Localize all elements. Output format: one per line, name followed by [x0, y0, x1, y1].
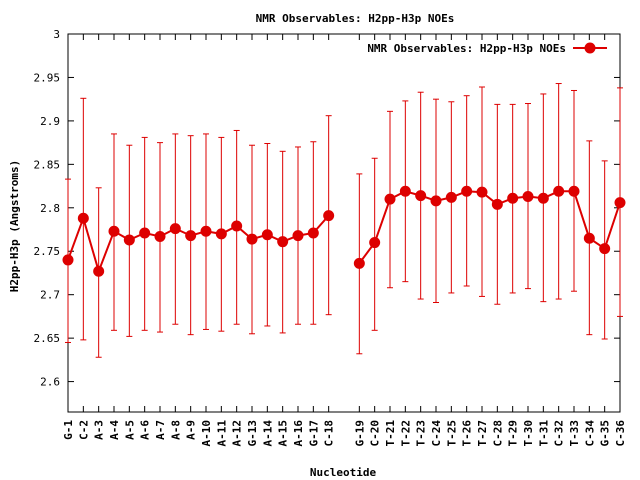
data-point	[353, 257, 365, 269]
data-point	[369, 237, 381, 249]
data-point	[522, 190, 534, 202]
data-point	[537, 192, 549, 204]
data-point	[461, 185, 473, 197]
y-tick-label: 2.65	[34, 332, 61, 345]
x-tick-label: T-33	[568, 420, 581, 447]
data-point	[399, 185, 411, 197]
data-point	[415, 190, 427, 202]
y-tick-label: 2.6	[40, 376, 60, 389]
data-point	[231, 220, 243, 232]
data-point	[384, 193, 396, 205]
legend: NMR Observables: H2pp-H3p NOEs	[367, 42, 607, 55]
data-point	[599, 243, 611, 255]
x-tick-label: C-24	[430, 420, 443, 447]
x-tick-label: C-2	[77, 420, 90, 440]
data-point	[553, 185, 565, 197]
data-point	[614, 197, 626, 209]
y-tick-label: 2.95	[34, 71, 61, 84]
data-point	[568, 185, 580, 197]
x-tick-label: C-32	[553, 420, 566, 447]
data-point	[323, 210, 335, 222]
data-point	[277, 236, 289, 248]
x-tick-label: C-18	[323, 420, 336, 447]
x-tick-label: T-29	[507, 420, 520, 447]
x-tick-label: T-22	[399, 420, 412, 447]
data-point	[200, 225, 212, 237]
data-point	[62, 254, 74, 266]
x-tick-label: T-25	[445, 420, 458, 447]
x-tick-label: A-12	[231, 420, 244, 447]
x-tick-label: G-19	[353, 420, 366, 447]
y-tick-label: 2.75	[34, 245, 61, 258]
x-tick-label: A-10	[200, 420, 213, 447]
x-tick-label: A-14	[261, 420, 274, 447]
y-tick-label: 2.85	[34, 158, 61, 171]
x-tick-label: G-35	[599, 420, 612, 447]
data-point	[246, 233, 258, 245]
x-tick-label: A-3	[93, 420, 106, 440]
x-tick-label: T-31	[537, 420, 550, 447]
data-point	[108, 225, 120, 237]
legend-entry-label: NMR Observables: H2pp-H3p NOEs	[367, 42, 566, 55]
x-tick-label: C-20	[369, 420, 382, 447]
x-tick-label: G-17	[307, 420, 320, 447]
x-tick-label: C-34	[583, 420, 596, 447]
data-point	[507, 192, 519, 204]
series-line	[67, 214, 330, 275]
series-line	[358, 190, 621, 264]
data-point	[185, 230, 197, 242]
data-point	[583, 232, 595, 244]
x-tick-label: T-30	[522, 420, 535, 447]
data-point	[77, 212, 89, 224]
x-tick-label: T-26	[461, 420, 474, 447]
y-tick-label: 3	[53, 28, 60, 41]
x-tick-label: C-28	[491, 420, 504, 447]
x-tick-label: A-9	[185, 420, 198, 440]
chart-title: NMR Observables: H2pp-H3p NOEs	[256, 12, 455, 25]
data-point	[476, 186, 488, 198]
data-point	[154, 230, 166, 242]
y-tick-label: 2.8	[40, 202, 60, 215]
y-axis-label: H2pp-H3p (Angstroms)	[8, 160, 21, 292]
data-point	[169, 223, 181, 235]
data-point	[93, 265, 105, 277]
x-tick-label: A-4	[108, 420, 121, 440]
x-tick-label: C-36	[614, 420, 627, 447]
x-tick-label: A-6	[139, 420, 152, 440]
x-tick-label: G-13	[246, 420, 259, 447]
data-point	[430, 195, 442, 207]
x-tick-label: A-11	[215, 420, 228, 447]
x-tick-label: G-1	[62, 420, 75, 440]
x-tick-label: A-16	[292, 420, 305, 447]
legend-marker	[584, 42, 596, 54]
y-tick-label: 2.9	[40, 115, 60, 128]
plot-frame	[67, 33, 621, 413]
data-point	[491, 198, 503, 210]
data-point	[215, 228, 227, 240]
data-point	[123, 234, 135, 246]
x-tick-label: T-21	[384, 420, 397, 447]
x-tick-label: T-27	[476, 420, 489, 447]
data-point	[139, 227, 151, 239]
x-tick-label: A-15	[277, 420, 290, 447]
data-point	[292, 230, 304, 242]
x-tick-label: A-7	[154, 420, 167, 440]
data-point	[261, 229, 273, 241]
x-tick-label: A-8	[169, 420, 182, 440]
x-tick-label: A-5	[123, 420, 136, 440]
x-axis-label: Nucleotide	[310, 466, 377, 479]
data-point	[307, 227, 319, 239]
y-tick-label: 2.7	[40, 289, 60, 302]
x-tick-label: T-23	[415, 420, 428, 447]
data-point	[445, 191, 457, 203]
